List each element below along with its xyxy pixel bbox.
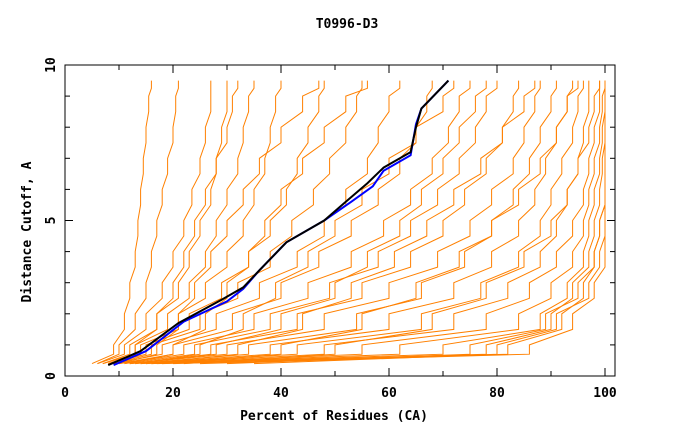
model-curve-0 (91, 80, 152, 365)
model-curve-14 (135, 80, 557, 365)
model-curve-26 (145, 80, 536, 365)
model-curve-6 (108, 80, 325, 365)
model-curve-24 (124, 80, 368, 365)
model-curve-9 (118, 80, 433, 365)
model-curve-33 (253, 80, 606, 365)
model-curve-28 (183, 80, 601, 365)
model-curve-27 (162, 80, 579, 365)
model-curve-25 (135, 80, 455, 365)
model-curve-30 (108, 80, 239, 365)
model-curve-23 (199, 80, 606, 365)
x-tick-label: 0 (61, 386, 69, 401)
highlight-curve-black (107, 79, 450, 367)
chart-title: T0996-D3 (316, 17, 379, 32)
model-curve-31 (129, 80, 487, 365)
x-tick-label: 60 (381, 386, 397, 401)
model-curve-19 (151, 80, 606, 365)
x-tick-label: 100 (593, 386, 617, 401)
plot-area (91, 79, 606, 367)
x-tick-label: 20 (165, 386, 181, 401)
model-curve-13 (129, 80, 541, 365)
y-tick-label: 5 (44, 217, 59, 225)
model-curve-4 (102, 80, 255, 365)
x-tick-label: 80 (489, 386, 505, 401)
model-curve-7 (113, 80, 363, 365)
y-tick-label: 0 (44, 372, 59, 380)
model-curve-1 (97, 80, 179, 365)
model-curve-12 (129, 80, 520, 365)
y-axis-label: Distance Cutoff, A (20, 161, 35, 302)
model-curve-10 (118, 80, 471, 365)
axis-ticks: 0 20 40 60 80 100 0 5 10 (44, 57, 617, 401)
model-curve-16 (140, 80, 584, 365)
model-curve-11 (124, 80, 498, 365)
model-curve-3 (102, 80, 228, 365)
model-curve-20 (156, 80, 606, 365)
x-tick-label: 40 (273, 386, 289, 401)
y-tick-label: 10 (44, 57, 59, 73)
model-curve-29 (118, 80, 320, 365)
plot-frame (64, 64, 616, 377)
model-curve-17 (145, 80, 590, 365)
x-axis-label: Percent of Residues (CA) (240, 409, 428, 424)
model-curve-2 (97, 80, 212, 365)
model-curve-18 (151, 80, 601, 365)
